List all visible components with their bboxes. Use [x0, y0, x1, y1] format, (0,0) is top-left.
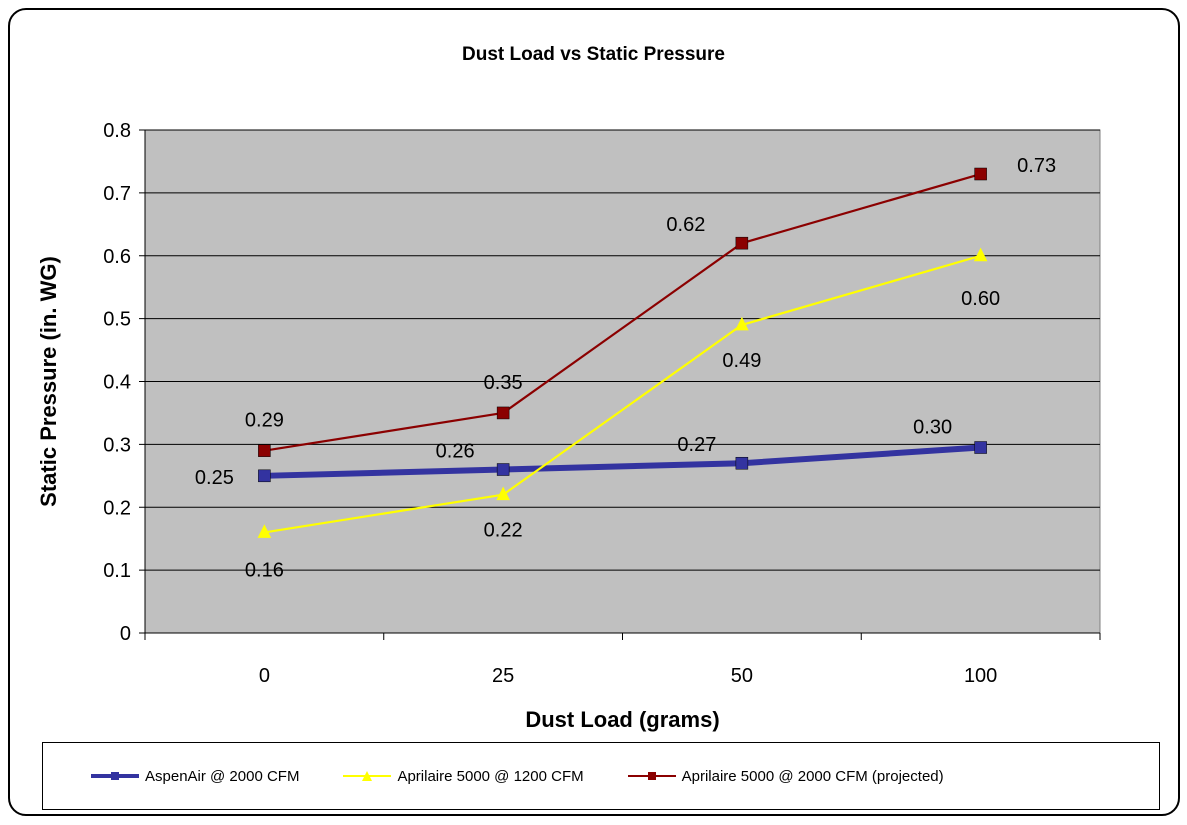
x-tick-label: 50	[731, 665, 753, 687]
x-tick-label: 0	[259, 665, 270, 687]
data-label: 0.49	[722, 350, 761, 372]
legend-label: Aprilaire 5000 @ 1200 CFM	[397, 767, 584, 785]
data-point	[257, 524, 272, 538]
legend-marker	[362, 771, 373, 781]
series-line	[264, 254, 981, 534]
y-tick-label: 0	[120, 623, 131, 645]
y-axis-title: Static Pressure (in. WG)	[36, 256, 61, 507]
data-point	[735, 316, 749, 331]
y-tick-label: 0.4	[103, 372, 131, 394]
data-point	[496, 406, 510, 420]
x-tick-label: 100	[964, 665, 997, 687]
legend-marker	[647, 772, 656, 780]
legend-swatch	[627, 772, 676, 780]
data-point	[973, 247, 988, 262]
legend-swatch	[343, 771, 392, 781]
y-tick-label: 0.6	[103, 246, 131, 268]
data-point	[735, 456, 749, 470]
legend-label: Aprilaire 5000 @ 2000 CFM (projected)	[681, 767, 944, 785]
data-point	[258, 444, 271, 457]
series-line	[264, 444, 981, 479]
data-point	[974, 167, 987, 181]
data-label: 0.35	[484, 372, 523, 394]
data-point	[258, 469, 271, 483]
data-label: 0.30	[913, 417, 952, 439]
line-chart: 0 0.1 0.2 0.3 0.4 0.5 0.6 0.7 0.8 0 25 50 100 Dust Lo…	[36, 120, 1101, 732]
legend-marker	[111, 772, 119, 780]
data-label: 0.16	[245, 559, 284, 581]
data-label: 0.60	[961, 288, 1000, 310]
data-label: 0.22	[484, 520, 523, 542]
data-label: 0.25	[195, 467, 234, 489]
data-label: 0.73	[1017, 155, 1056, 177]
legend-item: AspenAir @ 2000 CFM	[91, 768, 299, 785]
legend: AspenAir @ 2000 CFM Aprilaire 5000 @ 1200…	[42, 742, 1160, 810]
series-line	[264, 172, 981, 452]
y-tick-label: 0.1	[103, 560, 131, 582]
data-point	[735, 236, 749, 250]
y-tick-label: 0.3	[103, 434, 131, 456]
x-tick-label: 25	[492, 665, 514, 687]
y-tick-label: 0.5	[103, 309, 131, 331]
legend-swatch	[91, 772, 139, 780]
legend-label: AspenAir @ 2000 CFM	[145, 767, 300, 785]
x-axis-title: Dust Load (grams)	[525, 707, 719, 732]
y-tick-label: 0.7	[103, 183, 131, 205]
data-label: 0.27	[677, 434, 716, 456]
data-label: 0.29	[245, 410, 284, 432]
data-label: 0.62	[666, 214, 705, 236]
y-tick-label: 0.8	[103, 120, 131, 142]
data-point	[496, 486, 510, 501]
y-tick-label: 0.2	[103, 497, 131, 519]
data-label: 0.26	[436, 441, 475, 463]
data-point	[974, 441, 987, 454]
chart-title: Dust Load vs Static Pressure	[462, 44, 725, 65]
data-point	[496, 463, 510, 476]
legend-item: Aprilaire 5000 @ 2000 CFM (projected)	[627, 767, 944, 785]
legend-item: Aprilaire 5000 @ 1200 CFM	[343, 767, 584, 785]
